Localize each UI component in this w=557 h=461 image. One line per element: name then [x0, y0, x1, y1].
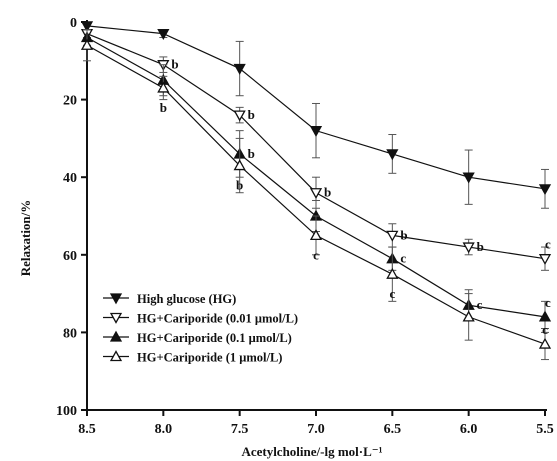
- legend-marker: [109, 312, 123, 324]
- x-tick-label: 5.5: [536, 422, 554, 437]
- significance-label: c: [545, 237, 551, 252]
- legend-label: High glucose (HG): [137, 292, 236, 306]
- data-point: [386, 149, 399, 161]
- data-point: [462, 242, 475, 254]
- x-tick-label: 7.5: [231, 422, 249, 437]
- x-tick-label: 7.0: [307, 422, 325, 437]
- legend-marker: [109, 293, 123, 305]
- significance-label: b: [400, 227, 407, 242]
- legend-marker: [109, 330, 123, 342]
- legend-item-4: HG+Cariporide (1 μmol/L): [103, 350, 282, 365]
- x-tick-label: 8.5: [78, 422, 96, 437]
- data-point: [233, 159, 246, 171]
- data-point: [309, 125, 323, 137]
- data-point: [80, 21, 94, 33]
- data-point: [462, 310, 475, 322]
- data-point: [538, 184, 552, 196]
- y-tick-label: 60: [63, 249, 77, 264]
- significance-label: b: [171, 57, 178, 72]
- significance-label: c: [545, 295, 551, 310]
- significance-label: b: [248, 146, 255, 161]
- data-point: [309, 188, 323, 200]
- legend-marker: [109, 350, 123, 362]
- significance-label: c: [400, 251, 406, 266]
- y-tick-label: 80: [63, 326, 77, 341]
- significance-label: c: [389, 286, 395, 301]
- significance-label: c: [313, 247, 319, 262]
- series-1: [80, 21, 552, 209]
- significance-label: b: [248, 107, 255, 122]
- data-point: [386, 267, 399, 279]
- data-point: [233, 63, 246, 75]
- data-point: [233, 110, 246, 122]
- y-tick-label: 40: [63, 171, 77, 186]
- significance-label: b: [477, 239, 484, 254]
- significance-label: b: [160, 100, 167, 115]
- y-axis-title: Relaxation/%: [18, 200, 33, 277]
- data-point: [386, 230, 399, 242]
- data-point: [462, 172, 475, 184]
- y-tick-label: 100: [56, 404, 77, 419]
- significance-label: b: [236, 178, 243, 193]
- legend-label: HG+Cariporide (0.1 μmol/L): [137, 331, 292, 345]
- x-tick-label: 8.0: [155, 422, 173, 437]
- y-tick-label: 20: [63, 94, 77, 109]
- legend-label: HG+Cariporide (0.01 μmol/L): [137, 312, 298, 326]
- legend-item-3: HG+Cariporide (0.1 μmol/L): [103, 330, 292, 345]
- legend-item-2: HG+Cariporide (0.01 μmol/L): [103, 312, 298, 326]
- x-tick-label: 6.0: [460, 422, 478, 437]
- data-point: [538, 310, 552, 322]
- data-point: [538, 254, 552, 266]
- significance-label: c: [542, 322, 548, 337]
- x-tick-label: 6.5: [384, 422, 402, 437]
- data-point: [538, 337, 552, 349]
- significance-label: c: [477, 297, 483, 312]
- data-point: [80, 38, 94, 50]
- legend: High glucose (HG) HG+Cariporide (0.01 μmo…: [103, 292, 298, 365]
- y-tick-label: 0: [70, 16, 77, 31]
- legend-item-1: High glucose (HG): [103, 292, 236, 306]
- data-point: [157, 81, 170, 93]
- legend-label: HG+Cariporide (1 μmol/L): [137, 351, 282, 365]
- data-point: [309, 229, 323, 241]
- x-axis-title: Acetylcholine/-lg mol·L⁻¹: [241, 444, 382, 459]
- significance-label: b: [324, 185, 331, 200]
- data-point: [157, 28, 170, 40]
